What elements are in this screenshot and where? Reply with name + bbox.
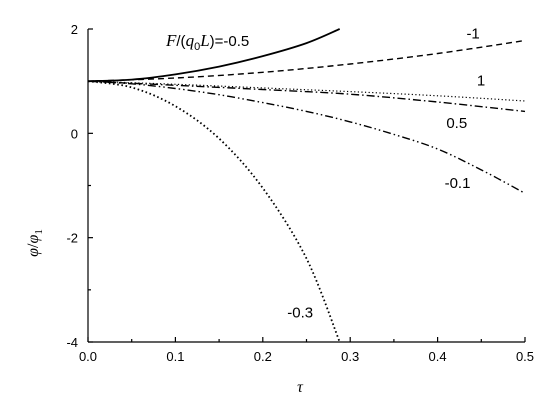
- axes: 0.0 0.1 0.2 0.3 0.4 0.5 -4 -2 0 2: [66, 22, 534, 364]
- y-tick-label: 2: [71, 22, 78, 37]
- x-tick-label: 0.3: [341, 349, 359, 364]
- x-tick-label: 0.0: [79, 349, 97, 364]
- y-label-den-sub: 1: [33, 229, 45, 235]
- legend-F: F: [165, 31, 177, 50]
- legend-title: F/(q0L)=-0.5: [165, 31, 249, 53]
- curve-label: -0.3: [287, 304, 313, 321]
- curves: [87, 28, 526, 343]
- x-tick-label: 0.1: [166, 349, 184, 364]
- y-axis-title: φ/φ1: [25, 229, 45, 257]
- legend-q-sub: 0: [194, 41, 200, 53]
- legend-q: q: [186, 31, 195, 50]
- curve-labels: -1 1 0.5 -0.1 -0.3: [287, 25, 485, 321]
- series-line: [87, 80, 341, 343]
- curve-label: 1: [477, 72, 485, 89]
- y-tick-label: -2: [66, 231, 78, 246]
- series-line: [87, 80, 526, 194]
- x-tick-label: 0.4: [429, 349, 447, 364]
- legend-L: L: [199, 31, 209, 50]
- legend-slash: /(: [176, 33, 185, 50]
- y-label-sep: /: [25, 243, 42, 248]
- curve-label: -1: [466, 25, 479, 42]
- x-tick-label: 0.5: [516, 349, 534, 364]
- legend-first-value: -0.5: [223, 33, 249, 50]
- y-tick-label: -4: [66, 335, 78, 350]
- y-label-den: φ: [25, 235, 42, 244]
- y-label-main: φ: [25, 248, 42, 257]
- x-tick-label: 0.2: [254, 349, 272, 364]
- curve-label: -0.1: [445, 175, 471, 192]
- x-axis-title: τ: [297, 379, 304, 396]
- y-tick-label: 0: [71, 126, 78, 141]
- series-line: [87, 39, 526, 82]
- series-line: [87, 80, 526, 113]
- legend-close: )=: [210, 33, 224, 50]
- curve-label: 0.5: [446, 115, 467, 132]
